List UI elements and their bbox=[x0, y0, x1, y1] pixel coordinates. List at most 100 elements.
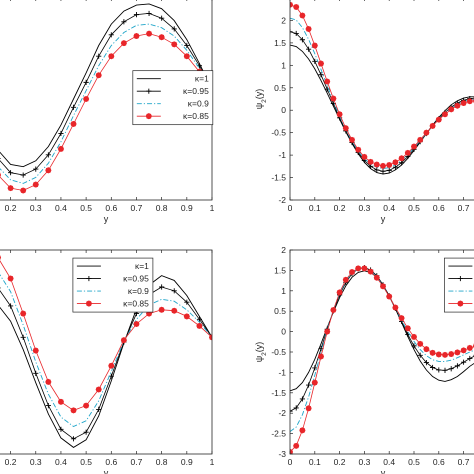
x-tick-label: 0.7 bbox=[458, 457, 470, 467]
data-point-spokes bbox=[429, 349, 436, 356]
data-point-spokes bbox=[120, 40, 127, 47]
y-tick-label: -1 bbox=[278, 367, 286, 377]
data-point bbox=[83, 79, 89, 85]
data-point bbox=[146, 10, 152, 17]
data-point bbox=[392, 164, 398, 170]
data-point-spokes bbox=[404, 149, 411, 156]
x-tick-label: 0.6 bbox=[433, 457, 445, 467]
data-point-spokes bbox=[108, 362, 115, 369]
data-point bbox=[312, 365, 318, 371]
y-tick-label: 0.5 bbox=[274, 83, 286, 93]
x-axis-label: y bbox=[381, 468, 386, 474]
data-point bbox=[133, 12, 140, 18]
axes-frame bbox=[0, 249, 213, 455]
x-tick-label: 0.2 bbox=[334, 203, 346, 213]
legend-label-3: κ=0.85 bbox=[183, 111, 209, 121]
panel-top-left: 0.2 0.3 0.4 0.5 0.6 0.7 0.8 0.9 1 y κ=1 κ=0.95 κ=0.9… bbox=[0, 0, 215, 224]
data-point bbox=[159, 15, 165, 21]
x-tick-label: 0.7 bbox=[458, 203, 470, 213]
y-tick-label: 1 bbox=[281, 60, 286, 70]
data-point-spokes bbox=[45, 167, 52, 174]
data-point-spokes bbox=[318, 60, 324, 67]
data-point-spokes bbox=[417, 340, 424, 347]
series-line-1 bbox=[0, 12, 212, 176]
legend-label-3: κ=0.85 bbox=[123, 299, 149, 309]
data-point bbox=[423, 360, 429, 366]
data-point bbox=[417, 352, 423, 358]
data-point bbox=[159, 284, 165, 290]
data-point-spokes bbox=[7, 185, 14, 192]
data-point-spokes bbox=[171, 307, 178, 314]
data-point bbox=[33, 370, 39, 376]
x-tick-label: 0 bbox=[288, 457, 293, 467]
data-point-spokes bbox=[392, 159, 399, 166]
data-point-spokes bbox=[380, 162, 386, 169]
data-point-spokes bbox=[435, 116, 442, 123]
data-point-spokes bbox=[120, 337, 127, 344]
data-point bbox=[430, 364, 436, 371]
x-tick-label: 0.2 bbox=[5, 203, 17, 213]
data-point bbox=[108, 32, 114, 38]
data-point-spokes bbox=[423, 129, 430, 136]
data-point bbox=[70, 104, 77, 110]
x-tick-label: 0.5 bbox=[80, 203, 92, 213]
x-tick-label: 0.4 bbox=[55, 457, 67, 467]
x-tick-label: 0.7 bbox=[131, 203, 143, 213]
panel-top-right: 0 0.1 0.2 0.3 0.4 0.5 0.6 0.7 y -2 -1.5 -1 -0.5 0 0.5 1… bbox=[254, 0, 474, 224]
data-point-spokes bbox=[448, 106, 455, 113]
y-tick-label: 1.5 bbox=[274, 38, 286, 48]
data-point bbox=[442, 367, 448, 373]
x-tick-label: 0.5 bbox=[408, 457, 420, 467]
y-axis-label: ψ2(y) bbox=[254, 342, 268, 363]
y-tick-label: -1 bbox=[278, 150, 286, 160]
data-point-spokes bbox=[299, 427, 306, 434]
x-tick-label: 0.5 bbox=[80, 457, 92, 467]
legend-marker-3-spokes bbox=[457, 300, 464, 307]
series-group bbox=[290, 1, 474, 175]
data-point-spokes bbox=[0, 255, 1, 260]
x-tick-label: 0.4 bbox=[383, 203, 395, 213]
y-tick-label: -3 bbox=[278, 449, 286, 459]
data-point-spokes bbox=[108, 53, 115, 60]
x-tick-label: 0.3 bbox=[358, 457, 370, 467]
data-point bbox=[7, 303, 14, 309]
x-tick-label: 0.3 bbox=[358, 203, 370, 213]
data-point-spokes bbox=[336, 111, 343, 118]
data-point bbox=[196, 316, 203, 322]
series-line-2 bbox=[290, 267, 474, 432]
legend-label-1: κ=0.95 bbox=[183, 86, 209, 96]
data-point-spokes bbox=[460, 347, 467, 354]
y-tick-label: 2 bbox=[281, 245, 286, 255]
data-point-spokes bbox=[342, 276, 349, 283]
y-tick-label: 0 bbox=[281, 105, 286, 115]
data-point-spokes bbox=[299, 12, 306, 19]
legend: κ=1κ=0.95κ=0.9κ=0.85 bbox=[444, 257, 474, 313]
x-tick-label: 0.3 bbox=[30, 457, 42, 467]
y-tick-label: -1.5 bbox=[271, 388, 286, 398]
data-point-spokes bbox=[342, 125, 349, 132]
data-point bbox=[386, 167, 392, 173]
data-point-spokes bbox=[380, 283, 386, 290]
data-point bbox=[83, 429, 89, 435]
data-point bbox=[0, 287, 1, 289]
x-tick-label: 0.3 bbox=[30, 203, 42, 213]
data-point-spokes bbox=[442, 111, 448, 118]
data-point-spokes bbox=[305, 25, 312, 32]
data-point-spokes bbox=[183, 313, 190, 320]
data-point-spokes bbox=[435, 351, 442, 358]
legend-marker-1 bbox=[86, 275, 92, 282]
x-tick-label: 0.7 bbox=[131, 457, 143, 467]
y-tick-label: 0 bbox=[281, 327, 286, 337]
data-point-spokes bbox=[293, 442, 300, 449]
data-point bbox=[96, 53, 102, 59]
data-point bbox=[290, 408, 293, 414]
x-tick-label: 0 bbox=[288, 203, 293, 213]
data-point-spokes bbox=[133, 321, 140, 328]
data-point bbox=[299, 37, 305, 43]
data-point-spokes bbox=[330, 306, 337, 313]
y-tick-label: 1 bbox=[281, 286, 286, 296]
data-point bbox=[461, 359, 467, 365]
y-tick-label: -2 bbox=[278, 408, 286, 418]
data-point-spokes bbox=[83, 96, 90, 102]
x-tick-label: 0.8 bbox=[156, 457, 168, 467]
